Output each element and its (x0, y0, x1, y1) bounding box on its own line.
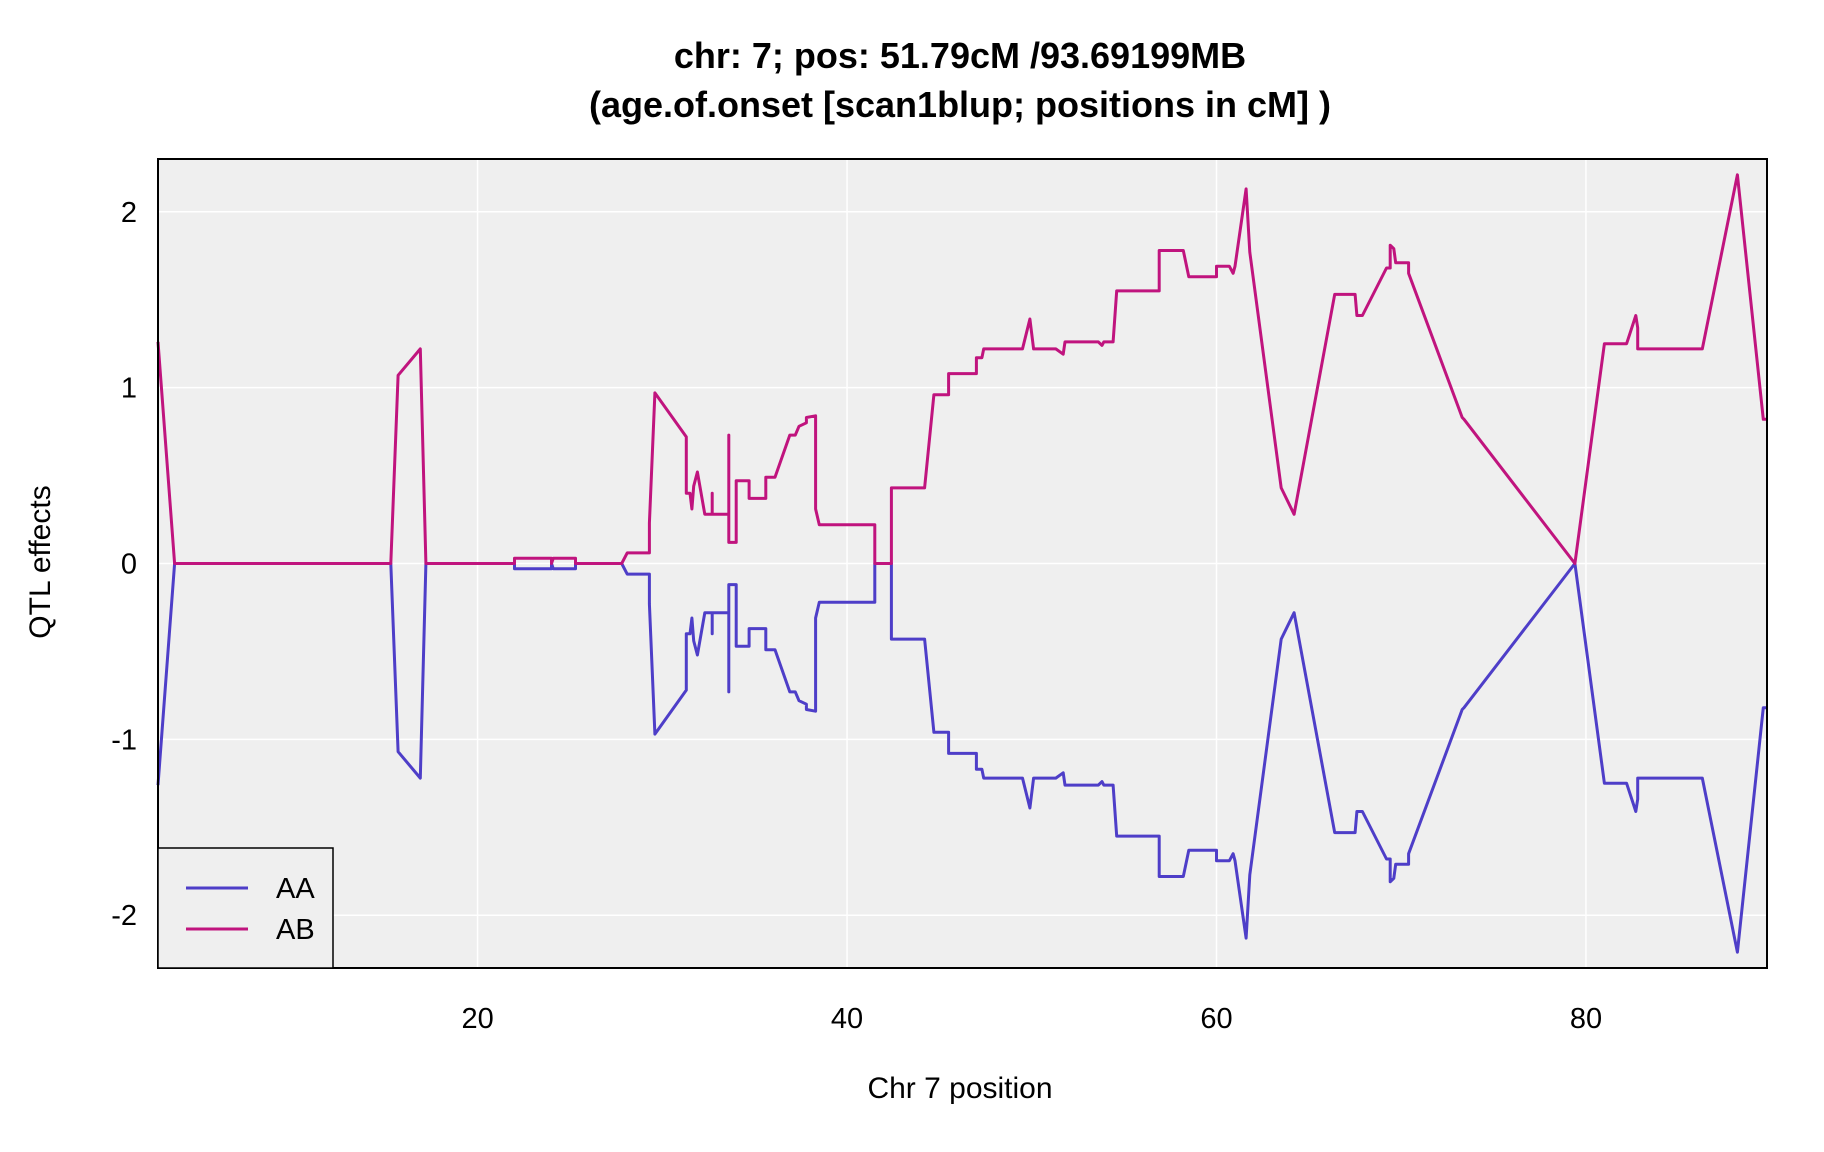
x-tick-label: 60 (1200, 1003, 1232, 1035)
series-line-ab (156, 173, 1767, 565)
y-axis: -2 -1 0 1 2 (111, 197, 137, 932)
plot-frame (157, 158, 1768, 969)
y-tick-label: -2 (111, 900, 137, 932)
y-tick-label: 1 (121, 373, 137, 405)
series-layer (156, 173, 1767, 954)
x-tick-label: 80 (1570, 1003, 1602, 1035)
x-axis-label: Chr 7 position (867, 1072, 1052, 1105)
y-axis-label: QTL effects (24, 485, 57, 638)
legend-box (157, 847, 334, 969)
chart-title: chr: 7; pos: 51.79cM /93.69199MB (674, 35, 1246, 76)
y-tick-label: -1 (111, 724, 137, 756)
legend: AA AB (157, 847, 334, 969)
x-tick-label: 20 (461, 1003, 493, 1035)
x-axis: 20 40 60 80 (461, 1003, 1602, 1035)
grid-lines (158, 159, 1767, 968)
x-tick-label: 40 (831, 1003, 863, 1035)
chart-subtitle: (age.of.onset [scan1blup; positions in c… (589, 84, 1331, 125)
series-line-aa (156, 562, 1767, 954)
y-tick-label: 2 (121, 197, 137, 229)
legend-label-aa: AA (276, 873, 315, 905)
y-tick-label: 0 (121, 549, 137, 581)
legend-label-ab: AB (276, 914, 315, 946)
